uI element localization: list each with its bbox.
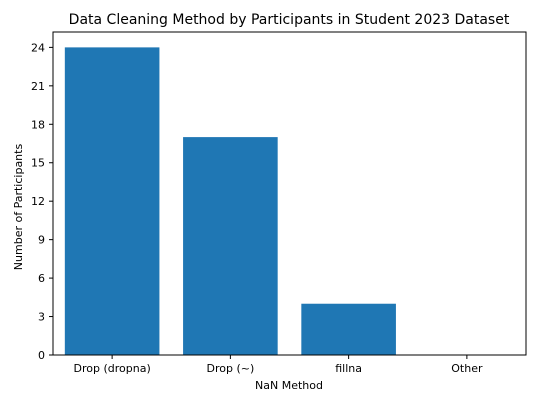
y-tick-label: 21 <box>31 80 45 93</box>
x-tick-label: Drop (dropna) <box>74 362 151 375</box>
x-tick-label: Other <box>451 362 483 375</box>
y-tick-label: 24 <box>31 41 45 54</box>
y-tick-label: 12 <box>31 195 45 208</box>
x-axis-ticks: Drop (dropna) Drop (~) fillna Other <box>74 355 483 375</box>
plot-frame <box>52 31 527 356</box>
x-axis-label: NaN Method <box>255 379 323 392</box>
x-tick-label: Drop (~) <box>206 362 254 375</box>
x-tick-label: fillna <box>335 362 362 375</box>
bar-2 <box>301 303 396 355</box>
y-tick-label: 18 <box>31 118 45 131</box>
chart-title: Data Cleaning Method by Participants in … <box>69 12 510 28</box>
y-tick-label: 3 <box>38 311 45 324</box>
bar-1 <box>183 137 278 355</box>
y-tick-label: 6 <box>38 272 45 285</box>
y-tick-label: 0 <box>38 349 45 362</box>
bars-group <box>64 47 396 355</box>
y-axis-ticks: 0 3 6 9 12 15 18 21 24 <box>31 41 53 362</box>
y-axis-label: Number of Participants <box>12 144 25 271</box>
y-tick-label: 15 <box>31 157 45 170</box>
y-tick-label: 9 <box>38 234 45 247</box>
bar-0 <box>64 47 160 355</box>
